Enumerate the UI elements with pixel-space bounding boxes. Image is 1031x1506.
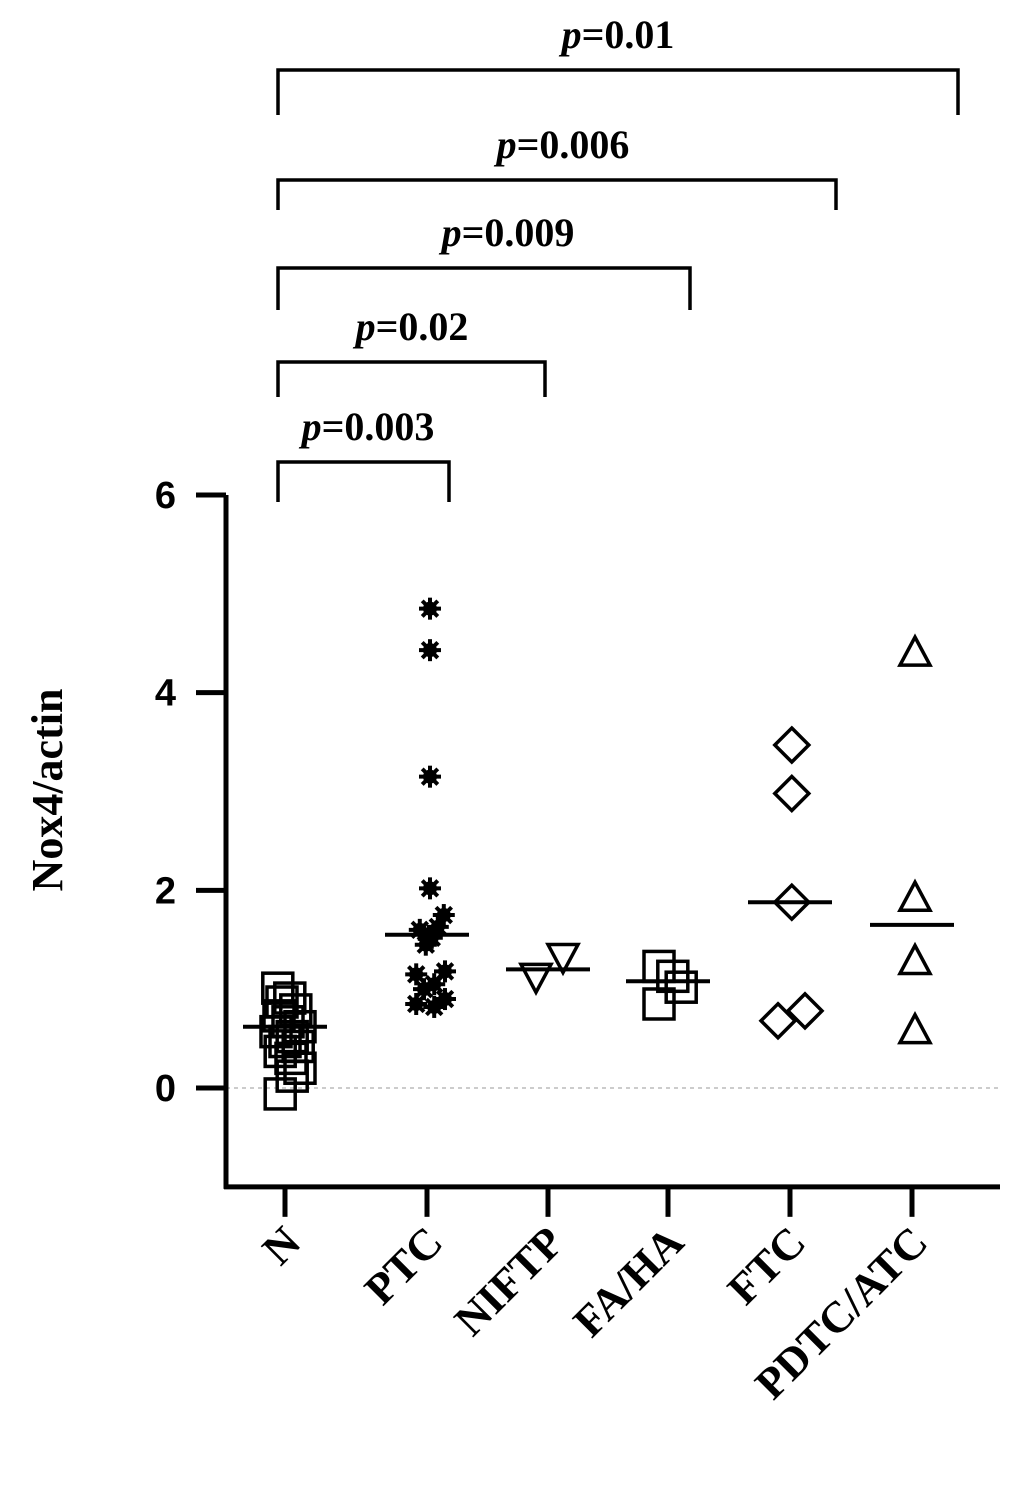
asterisk-core bbox=[430, 919, 445, 934]
y-tick-label: 2 bbox=[155, 870, 176, 912]
data-point-triangle bbox=[897, 941, 933, 976]
y-tick-label: 0 bbox=[155, 1068, 176, 1110]
p-value-label: p=0.003 bbox=[299, 404, 435, 449]
p-value: =0.003 bbox=[322, 404, 435, 449]
p-symbol: p bbox=[559, 12, 582, 57]
data-point-asterisk bbox=[419, 597, 441, 620]
significance-bracket bbox=[276, 266, 692, 310]
x-tick-label: FTC bbox=[718, 1217, 815, 1314]
data-point-square bbox=[283, 1051, 317, 1085]
y-tick-label: 4 bbox=[155, 673, 176, 715]
data-point-asterisk bbox=[414, 933, 437, 956]
x-tick-label: PTC bbox=[355, 1217, 452, 1314]
asterisk-core bbox=[423, 881, 437, 896]
data-point-square bbox=[263, 1077, 297, 1111]
asterisk-core bbox=[409, 996, 424, 1011]
data-point-square bbox=[664, 970, 698, 1004]
data-point-triangle bbox=[897, 878, 933, 912]
data-point-asterisk bbox=[434, 960, 456, 983]
data-point-asterisk bbox=[419, 639, 441, 662]
data-point-diamond bbox=[772, 725, 812, 765]
data-point-diamond bbox=[772, 882, 812, 922]
data-point-asterisk bbox=[405, 992, 428, 1015]
asterisk-core bbox=[436, 908, 451, 923]
data-point-triangle-down bbox=[545, 942, 581, 977]
asterisk-core bbox=[438, 964, 452, 979]
significance-bracket bbox=[276, 68, 960, 115]
p-symbol: p bbox=[494, 122, 517, 167]
asterisk-core bbox=[423, 769, 437, 784]
data-point-diamond bbox=[772, 774, 812, 813]
data-point-asterisk bbox=[419, 765, 441, 788]
p-symbol: p bbox=[439, 210, 462, 255]
data-point-triangle bbox=[897, 1010, 933, 1045]
x-tick-label: NIFTP bbox=[445, 1217, 573, 1345]
data-point-triangle-down bbox=[518, 962, 554, 997]
p-value: =0.02 bbox=[376, 304, 469, 349]
asterisk-core bbox=[438, 992, 452, 1007]
data-point-square bbox=[275, 1059, 309, 1093]
x-tick-label: N bbox=[253, 1217, 310, 1274]
p-symbol: p bbox=[353, 304, 376, 349]
p-value: =0.01 bbox=[582, 12, 675, 57]
data-point-diamond bbox=[758, 1001, 798, 1041]
asterisk-core bbox=[423, 601, 437, 616]
data-point-square bbox=[263, 1034, 297, 1069]
data-point-asterisk bbox=[419, 877, 441, 900]
asterisk-core bbox=[423, 643, 437, 658]
x-tick-label: FA/HA bbox=[564, 1217, 693, 1346]
significance-bracket bbox=[276, 178, 838, 210]
data-point-asterisk bbox=[405, 963, 428, 986]
asterisk-core bbox=[417, 982, 431, 997]
p-value: =0.006 bbox=[517, 122, 630, 167]
data-point-square bbox=[274, 1041, 308, 1076]
asterisk-core bbox=[427, 999, 442, 1014]
data-point-asterisk bbox=[423, 995, 446, 1018]
significance-bracket bbox=[276, 360, 547, 397]
p-value-label: p=0.02 bbox=[353, 304, 469, 349]
p-value: =0.009 bbox=[462, 210, 575, 255]
p-symbol: p bbox=[299, 404, 322, 449]
data-point-triangle bbox=[897, 633, 933, 667]
asterisk-core bbox=[409, 967, 424, 982]
p-value-label: p=0.01 bbox=[559, 12, 675, 57]
p-value-label: p=0.006 bbox=[494, 122, 630, 167]
asterisk-core bbox=[418, 937, 433, 952]
data-point-diamond bbox=[785, 991, 825, 1031]
significance-bracket bbox=[276, 460, 451, 502]
y-axis-title: Nox4/actin bbox=[23, 689, 72, 892]
data-point-square bbox=[642, 987, 676, 1021]
y-tick-label: 6 bbox=[155, 475, 176, 517]
p-value-label: p=0.009 bbox=[439, 210, 575, 255]
